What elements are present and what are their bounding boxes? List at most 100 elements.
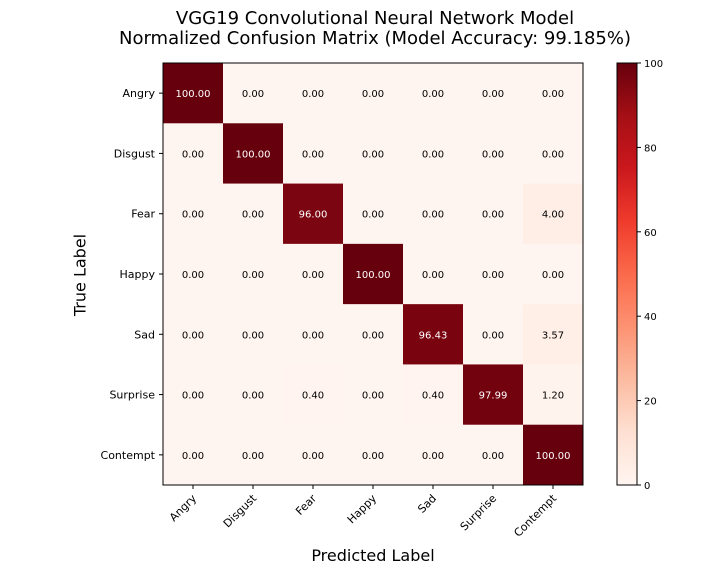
- heatmap-cell: [343, 183, 404, 245]
- cell-value-label: 0.00: [362, 330, 384, 341]
- heatmap-cell: [463, 63, 524, 124]
- colorbar-gradient: [616, 62, 638, 486]
- heatmap-cell: [163, 364, 224, 426]
- cell-value-label: 4.00: [542, 210, 564, 221]
- heatmap-cell: [163, 63, 224, 124]
- heatmap-cell: [163, 424, 224, 486]
- cell-value-label: 0.00: [482, 149, 504, 160]
- heatmap-cell: [463, 424, 524, 486]
- colorbar-tick-label: 0: [644, 481, 650, 492]
- cell-value-label: 0.00: [482, 89, 504, 100]
- cell-value-label: 96.43: [419, 330, 448, 341]
- heatmap-cell: [223, 424, 284, 486]
- heatmap-cell: [403, 424, 464, 486]
- colorbar-tick-label: 20: [644, 397, 657, 408]
- x-tick-label: Fear: [293, 492, 319, 518]
- heatmap-cell: [523, 63, 584, 124]
- cell-value-label: 0.00: [242, 330, 264, 341]
- heatmap-cell: [523, 424, 584, 486]
- heatmap-cell: [403, 123, 464, 185]
- cell-value-labels: 100.00 0.00 0.00 0.00 0.00 0.00 0.00 0.00 100.00…: [176, 89, 571, 462]
- heatmap-cell: [163, 243, 224, 305]
- cell-value-label: 0.00: [482, 451, 504, 462]
- chart-title-line-1: VGG19 Convolutional Neural Network Model: [175, 8, 575, 29]
- heatmap-cell: [223, 63, 284, 124]
- cell-value-label: 0.00: [302, 451, 324, 462]
- heatmap-cell: [283, 364, 344, 426]
- heatmap-cell: [223, 243, 284, 305]
- heatmap-cell: [463, 123, 524, 185]
- colorbar-tick-label: 100: [644, 59, 663, 70]
- heatmap-cell: [163, 304, 224, 365]
- heatmap-cell: [403, 364, 464, 426]
- heatmap-cell: [283, 424, 344, 486]
- cell-value-label: 0.00: [362, 149, 384, 160]
- cell-value-label: 0.00: [482, 210, 504, 221]
- cell-value-label: 0.00: [242, 210, 264, 221]
- cell-value-label: 0.00: [422, 451, 444, 462]
- heatmap-cell: [343, 123, 404, 185]
- heatmap-cell: [163, 183, 224, 245]
- cell-value-label: 97.99: [479, 391, 508, 402]
- heatmap-cell: [223, 304, 284, 365]
- cell-value-label: 0.00: [482, 270, 504, 281]
- heatmap-cell: [163, 123, 224, 185]
- x-tick-label: Angry: [167, 492, 200, 525]
- cell-value-label: 100.00: [356, 270, 391, 281]
- cell-value-label: 0.00: [182, 451, 204, 462]
- cell-value-label: 100.00: [176, 89, 211, 100]
- y-tick-label: Angry: [122, 87, 155, 100]
- y-tick-label: Fear: [131, 208, 155, 221]
- cell-value-label: 1.20: [542, 391, 564, 402]
- cell-value-label: 0.40: [422, 391, 444, 402]
- cell-value-label: 0.00: [422, 270, 444, 281]
- cell-value-label: 0.00: [182, 149, 204, 160]
- x-tick-label: Sad: [415, 492, 439, 516]
- heatmap-cell: [283, 304, 344, 365]
- y-tick-label: Contempt: [101, 449, 156, 462]
- cell-value-label: 0.00: [302, 330, 324, 341]
- cell-value-label: 3.57: [542, 330, 564, 341]
- cell-value-label: 0.00: [182, 330, 204, 341]
- colorbar: 0 20 40 60 80 100: [616, 59, 663, 492]
- cell-value-label: 0.00: [302, 270, 324, 281]
- y-tick-label: Happy: [120, 268, 156, 281]
- heatmap-cell: [463, 364, 524, 426]
- heatmap-cell: [523, 304, 584, 365]
- y-tick-label: Disgust: [114, 147, 156, 160]
- heatmap-cell: [343, 63, 404, 124]
- cell-value-label: 100.00: [536, 451, 571, 462]
- cell-value-label: 0.00: [302, 149, 324, 160]
- heatmap-cell: [463, 183, 524, 245]
- x-tick-label: Contempt: [511, 491, 559, 539]
- heatmap-cell: [403, 183, 464, 245]
- cell-value-label: 0.00: [182, 391, 204, 402]
- heatmap-cells: [163, 63, 584, 486]
- colorbar-tick-label: 40: [644, 312, 657, 323]
- heatmap-cell: [223, 183, 284, 245]
- cell-value-label: 0.00: [302, 89, 324, 100]
- x-axis-label: Predicted Label: [311, 546, 435, 565]
- heatmap-cell: [523, 243, 584, 305]
- cell-value-label: 0.00: [422, 210, 444, 221]
- cell-value-label: 100.00: [236, 149, 271, 160]
- heatmap-cell: [343, 364, 404, 426]
- heatmap-cell: [343, 304, 404, 365]
- heatmap-cell: [223, 364, 284, 426]
- cell-value-label: 0.00: [242, 391, 264, 402]
- heatmap-cell: [523, 123, 584, 185]
- cell-value-label: 96.00: [299, 210, 328, 221]
- x-tick-label: Happy: [345, 492, 380, 527]
- cell-value-label: 0.00: [182, 270, 204, 281]
- cell-value-label: 0.00: [422, 89, 444, 100]
- cell-value-label: 0.00: [542, 270, 564, 281]
- x-tick-label: Disgust: [221, 491, 260, 530]
- colorbar-tick-label: 80: [644, 143, 657, 154]
- heatmap-cell: [283, 63, 344, 124]
- cell-value-label: 0.00: [242, 451, 264, 462]
- cell-value-label: 0.00: [542, 89, 564, 100]
- y-tick-label: Surprise: [109, 389, 155, 402]
- colorbar-tick-label: 60: [644, 228, 657, 239]
- heatmap-cell: [283, 183, 344, 245]
- heatmap-cell: [523, 183, 584, 245]
